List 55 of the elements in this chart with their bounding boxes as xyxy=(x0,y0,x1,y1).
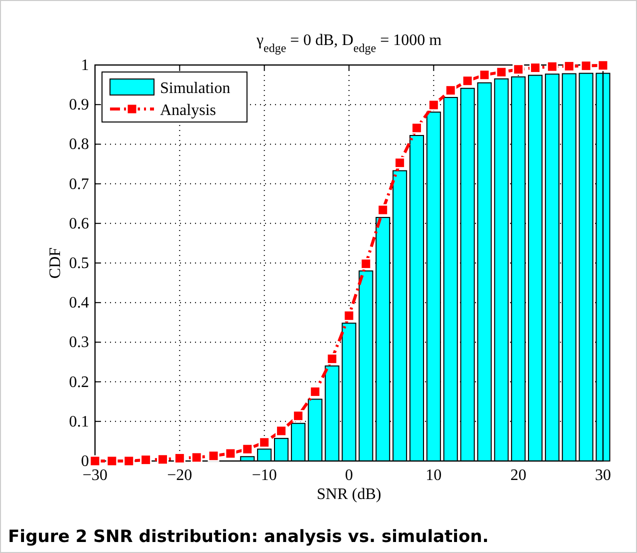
point xyxy=(377,204,389,216)
point xyxy=(106,455,118,467)
x-tick-label: −20 xyxy=(167,467,192,484)
point xyxy=(224,448,236,460)
point xyxy=(326,353,338,365)
point xyxy=(140,454,152,466)
point xyxy=(512,64,524,76)
y-tick-label: 0.2 xyxy=(69,374,89,391)
point xyxy=(360,258,372,270)
point xyxy=(309,386,321,398)
point xyxy=(276,425,288,437)
x-tick-label: 20 xyxy=(510,467,526,484)
y-tick-label: 1 xyxy=(81,57,89,74)
point xyxy=(89,455,101,467)
x-tick-label: 30 xyxy=(595,467,611,484)
point xyxy=(174,452,186,464)
point xyxy=(546,60,558,72)
point xyxy=(597,60,609,72)
legend-label: Analysis xyxy=(160,102,216,119)
y-tick-label: 0.7 xyxy=(69,176,89,193)
point xyxy=(190,452,202,464)
y-tick-label: 0 xyxy=(81,453,89,470)
y-tick-label: 0.5 xyxy=(69,255,89,272)
point xyxy=(496,66,508,78)
point xyxy=(444,84,456,96)
y-tick-label: 0.8 xyxy=(69,136,89,154)
y-axis-title: CDF xyxy=(47,247,64,279)
x-tick-label: −30 xyxy=(82,467,108,484)
point xyxy=(123,455,135,467)
point xyxy=(343,310,355,322)
point xyxy=(428,99,440,111)
x-tick-label: 10 xyxy=(426,467,442,484)
caption: Figure 2 SNR distribution: analysis vs. simulation. xyxy=(8,527,489,547)
y-tick-label: 0.9 xyxy=(69,96,89,114)
point xyxy=(292,410,304,422)
point xyxy=(478,69,490,81)
point xyxy=(530,62,542,74)
y-tick-label: 0.6 xyxy=(69,215,89,232)
y-tick-label: 0.3 xyxy=(69,334,89,352)
point xyxy=(462,75,474,87)
chart-title: γ$_{edge}$ = 0 dB, D$_{edge}$ = 1000 m xyxy=(255,32,442,55)
y-tick-label: 0.1 xyxy=(69,413,89,430)
legend-label: Simulation xyxy=(160,80,230,97)
point xyxy=(563,60,575,72)
point xyxy=(208,450,220,462)
point xyxy=(156,454,168,466)
point xyxy=(394,157,406,169)
x-tick-label: 0 xyxy=(345,467,353,484)
point xyxy=(242,443,254,455)
point xyxy=(410,122,422,134)
point xyxy=(580,60,592,72)
x-axis-title: SNR (dB) xyxy=(316,486,382,503)
point xyxy=(258,436,270,448)
y-tick-label: 0.4 xyxy=(69,294,89,312)
x-tick-label: −10 xyxy=(252,467,277,484)
